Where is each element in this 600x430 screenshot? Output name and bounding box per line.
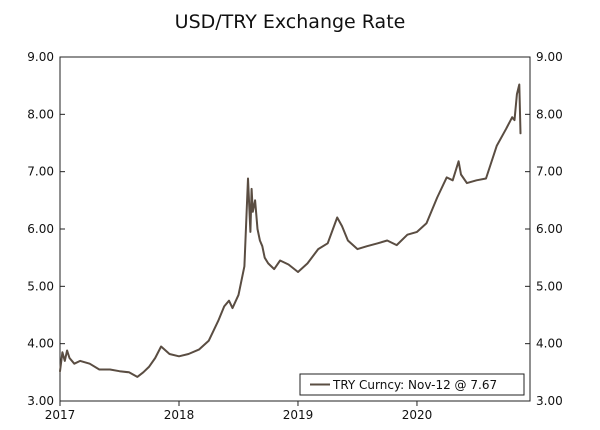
y-tick-label-right: 6.00 (536, 222, 563, 236)
x-tick-label: 2017 (45, 408, 76, 422)
y-tick-label-left: 6.00 (27, 222, 54, 236)
y-tick-label-right: 4.00 (536, 337, 563, 351)
axis-tick-labels: 3.00 3.00 4.00 4.00 5.00 5.00 6.00 6.00 7.00 7.00… (27, 50, 562, 422)
y-tick-label-left: 7.00 (27, 165, 54, 179)
y-tick-label-left: 5.00 (27, 279, 54, 293)
y-tick-label-left: 9.00 (27, 50, 54, 64)
chart-title: USD/TRY Exchange Rate (175, 11, 406, 33)
y-tick-label-right: 3.00 (536, 394, 563, 408)
x-tick-label: 2019 (283, 408, 314, 422)
y-tick-label-left: 8.00 (27, 107, 54, 121)
y-tick-label-right: 9.00 (536, 50, 563, 64)
y-tick-label-left: 3.00 (27, 394, 54, 408)
series-line-try (59, 83, 522, 378)
legend: TRY Curncy: Nov-12 @ 7.67 (299, 373, 525, 396)
x-tick-label: 2020 (402, 408, 433, 422)
legend-box (299, 373, 525, 396)
axis-ticks (59, 56, 530, 406)
y-tick-label-right: 5.00 (536, 279, 563, 293)
y-tick-label-right: 8.00 (536, 107, 563, 121)
plot-area-frame (59, 56, 531, 402)
legend-label: TRY Curncy: Nov-12 @ 7.67 (332, 378, 497, 392)
x-tick-label: 2018 (164, 408, 195, 422)
y-tick-label-right: 7.00 (536, 165, 563, 179)
y-tick-label-left: 4.00 (27, 337, 54, 351)
